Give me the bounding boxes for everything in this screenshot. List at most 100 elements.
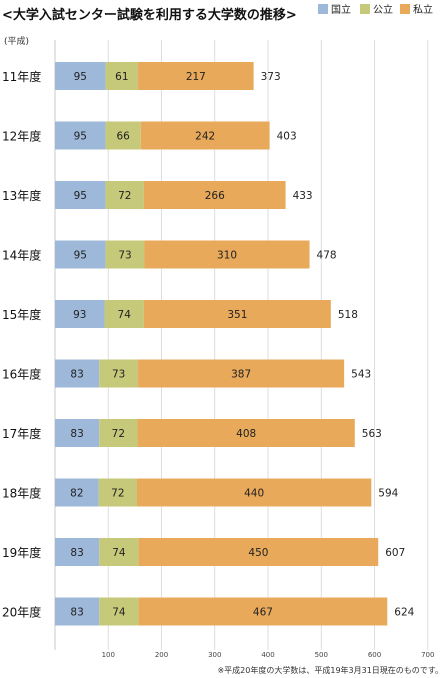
x-tick-label: 300	[208, 651, 221, 659]
bar-row-13年度: 13年度 95 72 266 433	[2, 181, 313, 209]
bar-value-label: 61	[115, 71, 128, 83]
bar-segment-私立	[143, 300, 331, 328]
bar-segment-私立	[137, 478, 372, 507]
bar-value-label: 95	[74, 250, 87, 262]
bar-segment-公立	[99, 359, 139, 388]
bar-total-label: 373	[261, 71, 281, 83]
category-label: 11年度	[2, 69, 41, 84]
bar-segment-国立	[55, 240, 106, 269]
bar-total-label: 594	[378, 488, 398, 500]
bar-value-label: 74	[112, 607, 126, 619]
legend-swatch-0	[318, 4, 328, 14]
bar-total-label: 543	[351, 369, 371, 381]
bar-segment-私立	[138, 359, 345, 388]
x-axis: 100 200 300 400 500 600 700	[102, 651, 435, 659]
bar-value-label: 72	[111, 488, 124, 500]
chart-title: <大学入試センター試験を利用する大学数の推移>	[2, 7, 297, 23]
bar-segment-公立	[105, 181, 144, 209]
bar-total-label: 624	[394, 607, 414, 619]
bar-segment-公立	[105, 240, 145, 269]
bar-value-label: 242	[195, 131, 215, 143]
bar-value-label: 74	[112, 547, 126, 559]
x-tick-label: 100	[102, 651, 115, 659]
bar-segment-私立	[138, 62, 254, 90]
bar-segment-私立	[138, 538, 379, 566]
bar-value-label: 266	[205, 190, 225, 202]
bars-group: 11年度 95 61 217 373 12年度 95 66 242 403 13年度 95 72 266 4…	[2, 62, 415, 626]
bar-value-label: 72	[118, 190, 131, 202]
bar-segment-国立	[55, 121, 106, 150]
bar-row-20年度: 20年度 83 74 467 624	[2, 597, 415, 626]
bar-value-label: 408	[236, 428, 256, 440]
bar-value-label: 82	[70, 488, 83, 500]
bar-value-label: 93	[73, 309, 86, 321]
bar-value-label: 310	[217, 250, 237, 262]
bar-row-11年度: 11年度 95 61 217 373	[2, 62, 281, 90]
bar-segment-公立	[99, 538, 139, 566]
bar-value-label: 73	[112, 369, 125, 381]
bar-row-18年度: 18年度 82 72 440 594	[2, 478, 399, 507]
category-label: 13年度	[2, 188, 41, 203]
category-label: 16年度	[2, 367, 41, 382]
bar-total-label: 403	[277, 131, 297, 143]
bar-value-label: 83	[70, 428, 83, 440]
bar-segment-公立	[99, 419, 138, 447]
bar-value-label: 73	[118, 250, 131, 262]
bar-segment-国立	[55, 300, 105, 328]
bar-value-label: 95	[74, 71, 87, 83]
x-tick-label: 400	[261, 651, 274, 659]
bar-total-label: 563	[362, 428, 382, 440]
legend-label-1: 公立	[373, 3, 393, 16]
bar-segment-公立	[105, 121, 141, 150]
bar-total-label: 433	[293, 190, 313, 202]
bar-value-label: 72	[112, 428, 125, 440]
bar-segment-私立	[140, 121, 270, 150]
bar-value-label: 95	[74, 190, 87, 202]
x-tick-label: 600	[368, 651, 381, 659]
bar-segment-私立	[143, 181, 286, 209]
x-tick-label: 200	[155, 651, 168, 659]
bar-segment-国立	[55, 62, 106, 90]
x-tick-label: 700	[421, 651, 434, 659]
bar-value-label: 83	[70, 369, 83, 381]
legend-swatch-1	[360, 4, 370, 14]
bar-segment-国立	[55, 538, 100, 566]
bar-value-label: 351	[227, 309, 247, 321]
bar-value-label: 66	[116, 131, 130, 143]
bar-value-label: 74	[118, 309, 132, 321]
legend-swatch-2	[400, 4, 410, 14]
bar-segment-私立	[144, 240, 310, 269]
bar-value-label: 440	[244, 488, 264, 500]
bar-total-label: 518	[338, 309, 358, 321]
bar-segment-国立	[55, 181, 106, 209]
bar-value-label: 450	[248, 547, 268, 559]
bar-segment-公立	[104, 300, 144, 328]
category-label: 17年度	[2, 426, 41, 441]
footnote: ※平成20年度の大学数は、平成19年3月31日現在のものです。	[217, 665, 443, 675]
bar-value-label: 95	[74, 131, 87, 143]
category-label: 14年度	[2, 248, 41, 263]
bar-segment-公立	[105, 62, 139, 90]
era-note: (平成)	[4, 35, 29, 47]
bar-value-label: 83	[70, 607, 83, 619]
bar-segment-私立	[138, 597, 388, 626]
bar-segment-公立	[99, 597, 139, 626]
legend-label-2: 私立	[413, 3, 433, 16]
category-label: 12年度	[2, 129, 41, 144]
bar-value-label: 467	[253, 607, 273, 619]
bar-value-label: 83	[70, 547, 83, 559]
bar-total-label: 478	[317, 250, 337, 262]
bar-total-label: 607	[385, 547, 405, 559]
bar-value-label: 217	[186, 71, 206, 83]
legend: 国立 公立 私立	[318, 3, 433, 16]
bar-segment-国立	[55, 597, 100, 626]
bar-segment-公立	[98, 478, 138, 507]
bar-segment-私立	[137, 419, 355, 447]
bar-row-16年度: 16年度 83 73 387 543	[2, 359, 371, 388]
bar-row-15年度: 15年度 93 74 351 518	[2, 300, 358, 328]
bar-segment-国立	[55, 478, 99, 507]
bar-row-14年度: 14年度 95 73 310 478	[2, 240, 337, 269]
category-label: 19年度	[2, 545, 41, 560]
bar-row-12年度: 12年度 95 66 242 403	[2, 121, 297, 150]
